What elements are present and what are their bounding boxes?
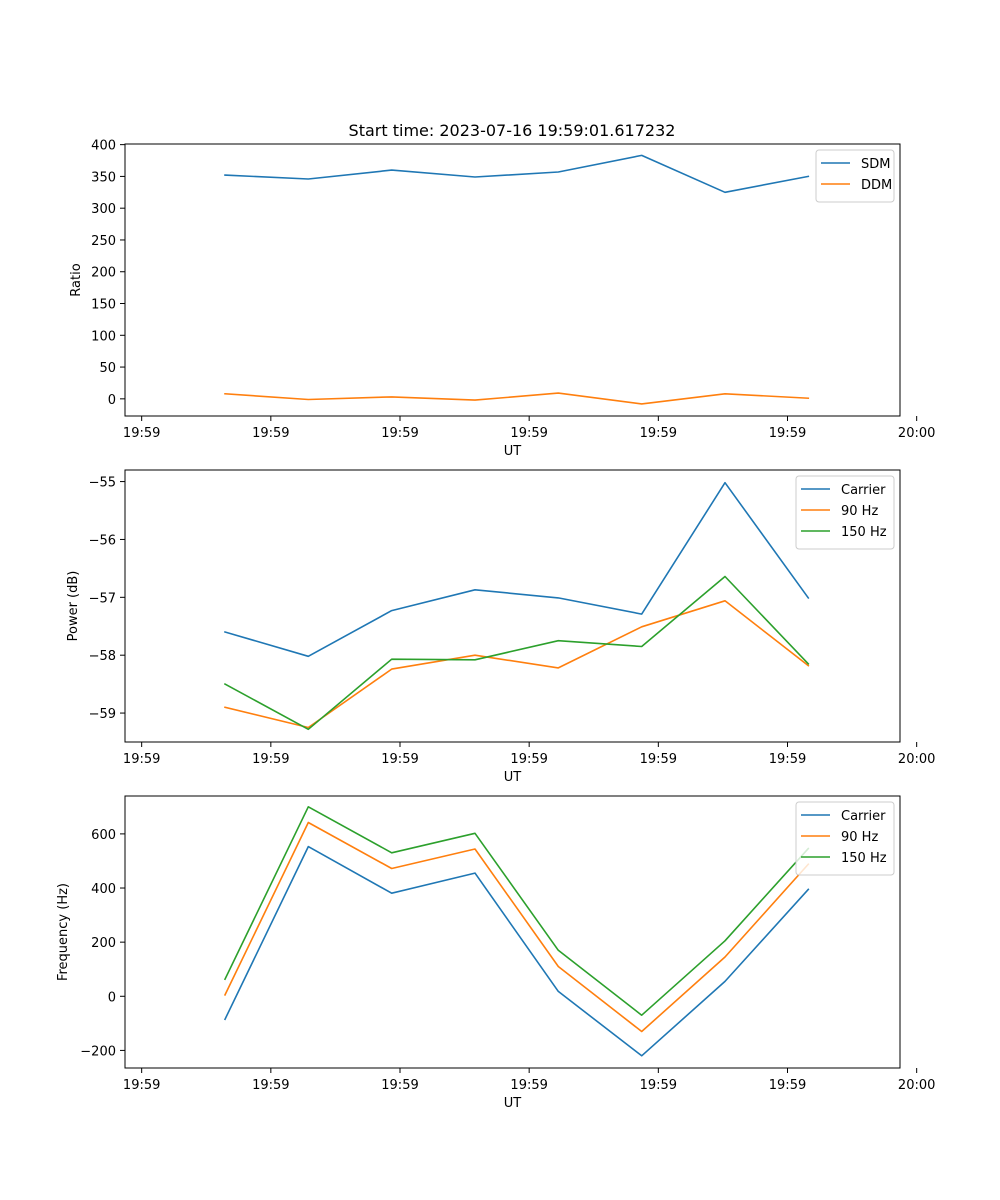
power-series-150-hz-line	[223, 575, 810, 731]
frequency-x-axis-label: UT	[504, 1096, 522, 1111]
frequency-x-tick-label: 19:59	[510, 1078, 547, 1093]
power-legend-label-carrier: Carrier	[841, 483, 886, 498]
ratio-y-tick-label: 200	[91, 266, 116, 281]
power-y-tick-label: −59	[89, 707, 116, 722]
ratio-y-tick-label: 50	[99, 361, 116, 376]
ratio-y-tick-label: 150	[91, 298, 116, 313]
frequency-y-tick-label: 400	[91, 882, 116, 897]
ratio-series-ddm-line	[224, 392, 810, 405]
ratio-legend-label-sdm: SDM	[861, 157, 890, 172]
power-x-tick-label: 19:59	[252, 752, 289, 767]
power-y-axis-label: Power (dB)	[66, 571, 81, 642]
ratio-y-tick-label: 100	[91, 329, 116, 344]
ratio-x-tick-label: 19:59	[252, 426, 289, 441]
panel-frequency: 19:59 19:59 19:59 19:59 19:59 19:59 20:00 −200 0…	[56, 795, 935, 1111]
power-legend-label-150-hz: 150 Hz	[841, 525, 887, 540]
power-y-tick-label: −56	[89, 533, 116, 548]
ratio-x-axis-label: UT	[504, 444, 522, 459]
power-x-tick-label: 19:59	[381, 752, 418, 767]
ratio-x-tick-label: 19:59	[640, 426, 677, 441]
frequency-series-carrier-line	[223, 845, 810, 1057]
power-legend-label-90-hz: 90 Hz	[841, 504, 878, 519]
ratio-y-tick-label: 400	[91, 139, 116, 154]
frequency-axes-frame	[124, 795, 901, 1069]
ratio-series-sdm-line	[224, 154, 810, 194]
frequency-y-tick-label: 600	[91, 828, 116, 843]
power-series-carrier-line	[224, 481, 810, 658]
ratio-y-tick-label: 300	[91, 202, 116, 217]
frequency-legend-label-90-hz: 90 Hz	[841, 830, 878, 845]
frequency-x-tick-label: 19:59	[640, 1078, 677, 1093]
power-x-tick-label: 19:59	[640, 752, 677, 767]
power-y-tick-label: −58	[89, 649, 116, 664]
power-axes-frame	[124, 469, 901, 743]
ratio-x-tick-label: 20:00	[898, 426, 935, 441]
frequency-x-tick-label: 19:59	[769, 1078, 806, 1093]
power-x-tick-label: 19:59	[769, 752, 806, 767]
power-y-tick-label: −57	[89, 591, 116, 606]
frequency-legend: Carrier 90 Hz 150 Hz	[795, 801, 895, 876]
ratio-x-tick-label: 19:59	[769, 426, 806, 441]
ratio-y-axis-label: Ratio	[69, 263, 84, 296]
frequency-x-tick-label: 20:00	[898, 1078, 935, 1093]
panel-ratio: 19:59 19:59 19:59 19:59 19:59 19:59 20:00 0 50 10…	[69, 139, 935, 459]
ratio-x-tick-label: 19:59	[123, 426, 160, 441]
ratio-legend-label-ddm: DDM	[861, 178, 892, 193]
ratio-axes-frame	[124, 143, 901, 417]
power-y-tick-label: −55	[89, 476, 116, 491]
frequency-x-tick-label: 19:59	[381, 1078, 418, 1093]
ratio-legend: SDM DDM	[815, 149, 895, 203]
frequency-y-tick-label: 0	[108, 990, 116, 1005]
power-legend: Carrier 90 Hz 150 Hz	[795, 475, 895, 550]
figure-title: Start time: 2023-07-16 19:59:01.617232	[349, 121, 676, 140]
frequency-legend-label-150-hz: 150 Hz	[841, 851, 887, 866]
frequency-x-tick-label: 19:59	[123, 1078, 160, 1093]
ratio-y-tick-label: 0	[108, 393, 116, 408]
ratio-x-tick-label: 19:59	[381, 426, 418, 441]
power-x-tick-label: 19:59	[510, 752, 547, 767]
ratio-y-tick-label: 350	[91, 170, 116, 185]
power-x-tick-label: 20:00	[898, 752, 935, 767]
frequency-series-90-hz-line	[223, 821, 810, 1033]
frequency-series-150-hz-line	[223, 805, 810, 1017]
frequency-y-axis-label: Frequency (Hz)	[56, 883, 71, 981]
power-x-axis-label: UT	[504, 770, 522, 785]
frequency-y-tick-label: 200	[91, 936, 116, 951]
ratio-x-tick-label: 19:59	[510, 426, 547, 441]
frequency-legend-label-carrier: Carrier	[841, 809, 886, 824]
power-x-tick-label: 19:59	[123, 752, 160, 767]
frequency-y-tick-label: −200	[80, 1044, 116, 1059]
ratio-y-tick-label: 250	[91, 234, 116, 249]
panel-power: 19:59 19:59 19:59 19:59 19:59 19:59 20:00 −59 −5…	[66, 469, 935, 785]
frequency-x-tick-label: 19:59	[252, 1078, 289, 1093]
